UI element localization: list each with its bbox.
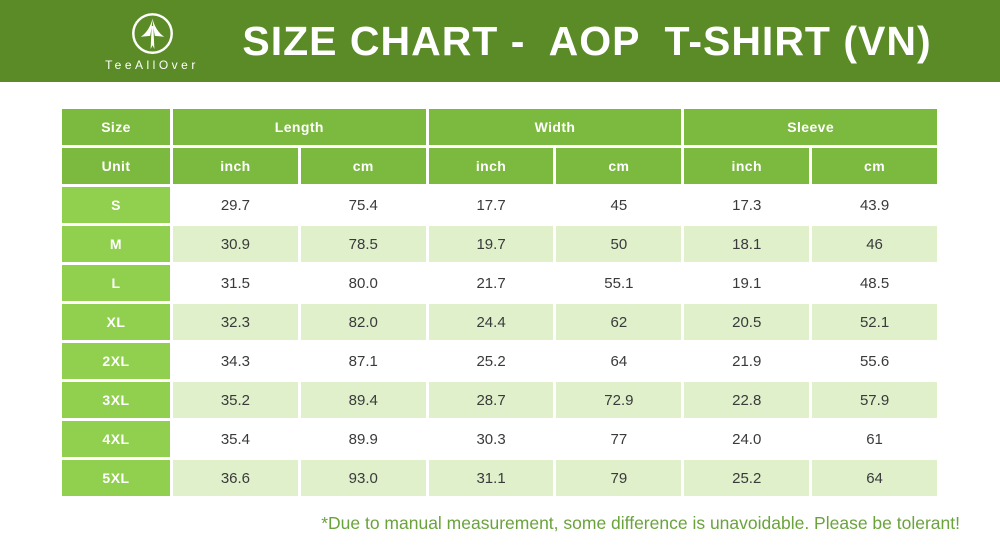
measurement-cell: 55.6 (812, 343, 937, 379)
header-width: Width (428, 109, 682, 145)
table-row: 3XL 35.2 89.4 28.7 72.9 22.8 57.9 (62, 382, 937, 418)
table-row: L 31.5 80.0 21.7 55.1 19.1 48.5 (62, 265, 937, 301)
table-row: M 30.9 78.5 19.7 50 18.1 46 (62, 226, 937, 262)
header-sleeve: Sleeve (684, 109, 937, 145)
size-label-cell: 5XL (62, 460, 170, 496)
measurement-cell: 21.9 (684, 343, 810, 379)
header-banner: TeeAllOver SIZE CHART - AOP T-SHIRT (VN) (0, 0, 1000, 82)
measurement-cell: 36.6 (173, 460, 298, 496)
measurement-cell: 25.2 (428, 343, 554, 379)
table-row: S 29.7 75.4 17.7 45 17.3 43.9 (62, 187, 937, 223)
measurement-cell: 52.1 (812, 304, 937, 340)
measurement-cell: 79 (556, 460, 682, 496)
header-length-cm: cm (300, 148, 426, 184)
table-row: XL 32.3 82.0 24.4 62 20.5 52.1 (62, 304, 937, 340)
measurement-cell: 87.1 (300, 343, 426, 379)
size-label-cell: XL (62, 304, 170, 340)
header-width-cm: cm (556, 148, 682, 184)
measurement-cell: 18.1 (684, 226, 810, 262)
page-title: SIZE CHART - AOP T-SHIRT (VN) (242, 17, 932, 64)
measurement-cell: 82.0 (300, 304, 426, 340)
measurement-cell: 48.5 (812, 265, 937, 301)
header-sleeve-inch: inch (684, 148, 810, 184)
measurement-cell: 24.4 (428, 304, 554, 340)
measurement-cell: 77 (556, 421, 682, 457)
table-body: S 29.7 75.4 17.7 45 17.3 43.9 M 30.9 78.5 19.7 50 18… (62, 187, 937, 496)
table-row: 5XL 36.6 93.0 31.1 79 25.2 64 (62, 460, 937, 496)
measurement-cell: 34.3 (173, 343, 298, 379)
measurement-cell: 19.7 (428, 226, 554, 262)
measurement-cell: 25.2 (684, 460, 810, 496)
measurement-cell: 21.7 (428, 265, 554, 301)
measurement-cell: 50 (556, 226, 682, 262)
measurement-cell: 30.9 (173, 226, 298, 262)
size-label-cell: L (62, 265, 170, 301)
measurement-cell: 80.0 (300, 265, 426, 301)
measurement-cell: 62 (556, 304, 682, 340)
measurement-cell: 64 (556, 343, 682, 379)
header-length-inch: inch (173, 148, 298, 184)
measurement-cell: 35.2 (173, 382, 298, 418)
brand-name: TeeAllOver (105, 57, 199, 72)
header-length: Length (173, 109, 426, 145)
size-chart-table: Size Length Width Sleeve Unit inch cm in… (59, 106, 940, 499)
measurement-cell: 78.5 (300, 226, 426, 262)
size-label-cell: 2XL (62, 343, 170, 379)
header-size: Size (62, 109, 170, 145)
header-width-inch: inch (428, 148, 554, 184)
measurement-cell: 24.0 (684, 421, 810, 457)
size-label-cell: 4XL (62, 421, 170, 457)
measurement-cell: 72.9 (556, 382, 682, 418)
header-sleeve-cm: cm (812, 148, 937, 184)
measurement-cell: 31.1 (428, 460, 554, 496)
measurement-cell: 89.9 (300, 421, 426, 457)
size-label-cell: 3XL (62, 382, 170, 418)
measurement-cell: 35.4 (173, 421, 298, 457)
table-row: 4XL 35.4 89.9 30.3 77 24.0 61 (62, 421, 937, 457)
size-label-cell: M (62, 226, 170, 262)
measurement-cell: 43.9 (812, 187, 937, 223)
measurement-cell: 28.7 (428, 382, 554, 418)
measurement-cell: 89.4 (300, 382, 426, 418)
measurement-cell: 31.5 (173, 265, 298, 301)
measurement-cell: 93.0 (300, 460, 426, 496)
measurement-cell: 61 (812, 421, 937, 457)
brand-logo: TeeAllOver (104, 11, 200, 72)
measurement-cell: 64 (812, 460, 937, 496)
unit-header-row: Unit inch cm inch cm inch cm (62, 148, 937, 184)
group-header-row: Size Length Width Sleeve (62, 109, 937, 145)
measurement-cell: 29.7 (173, 187, 298, 223)
measurement-cell: 46 (812, 226, 937, 262)
size-label-cell: S (62, 187, 170, 223)
measurement-note: *Due to manual measurement, some differe… (321, 513, 960, 533)
measurement-cell: 19.1 (684, 265, 810, 301)
measurement-cell: 55.1 (556, 265, 682, 301)
measurement-cell: 17.3 (684, 187, 810, 223)
measurement-cell: 75.4 (300, 187, 426, 223)
tree-arrow-logo-icon (130, 11, 175, 56)
measurement-cell: 45 (556, 187, 682, 223)
measurement-cell: 30.3 (428, 421, 554, 457)
table-row: 2XL 34.3 87.1 25.2 64 21.9 55.6 (62, 343, 937, 379)
measurement-cell: 20.5 (684, 304, 810, 340)
measurement-cell: 57.9 (812, 382, 937, 418)
measurement-cell: 32.3 (173, 304, 298, 340)
header-unit: Unit (62, 148, 170, 184)
measurement-cell: 17.7 (428, 187, 554, 223)
measurement-cell: 22.8 (684, 382, 810, 418)
